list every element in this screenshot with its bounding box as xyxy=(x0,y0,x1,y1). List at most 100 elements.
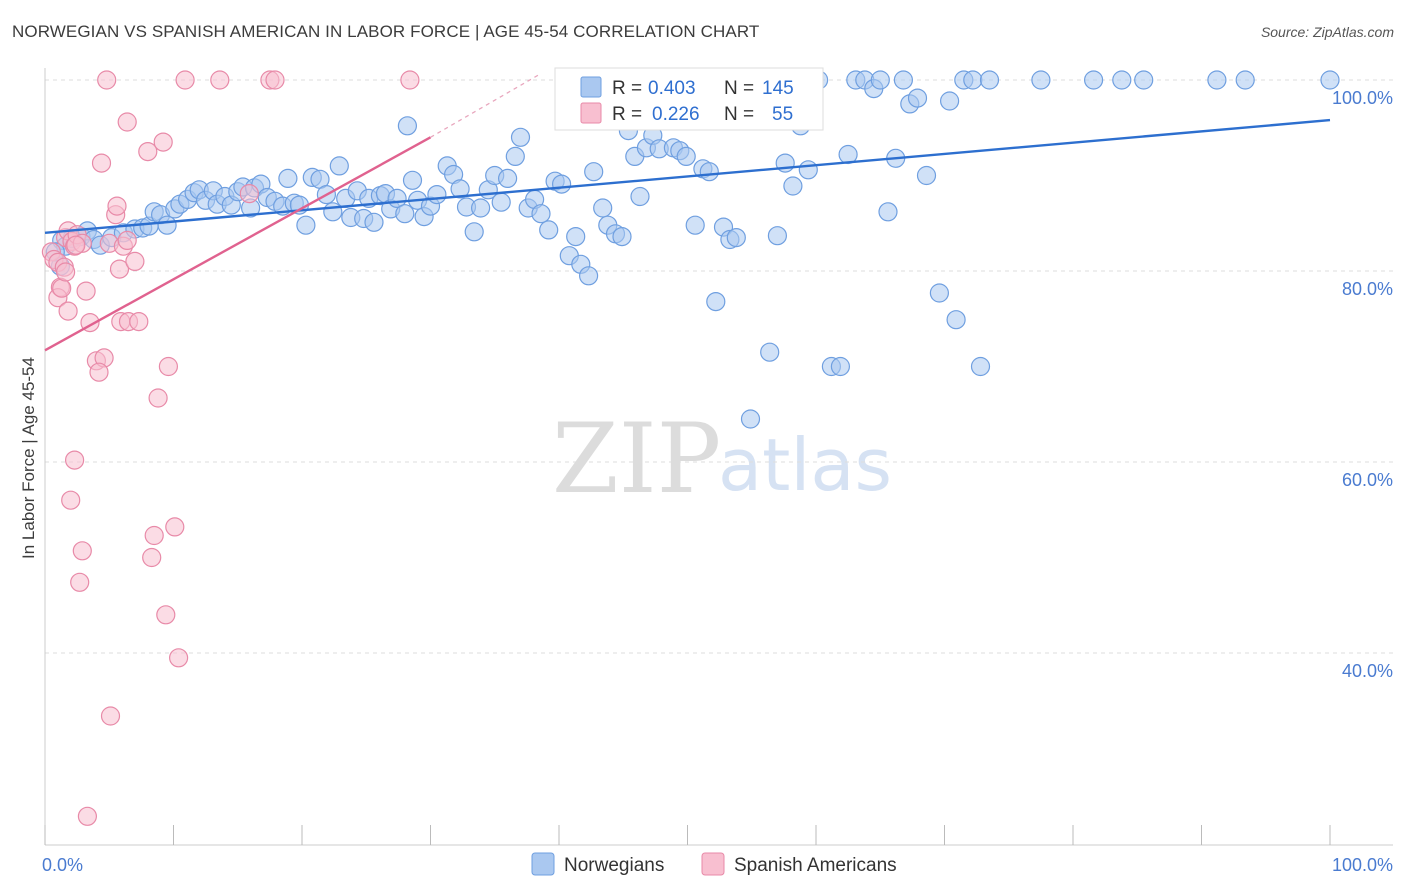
norwegians-point-78 xyxy=(551,174,572,194)
gridlines xyxy=(45,79,1393,654)
norwegians-point-65 xyxy=(464,222,484,242)
spanish-americans-point-37 xyxy=(169,648,189,668)
norwegians-point-98 xyxy=(685,215,705,235)
norwegians-point-59 xyxy=(427,185,447,205)
stats-legend: R = 0.403 N = 145 R = 0.226 N = 55 xyxy=(554,67,824,131)
norwegians-point-69 xyxy=(491,192,511,212)
norwegians-point-84 xyxy=(593,198,613,218)
norwegians-point-130 xyxy=(946,310,966,330)
norwegians-point-90 xyxy=(630,186,650,207)
spanish-americans-point-44 xyxy=(117,112,137,132)
norwegians-point-139 xyxy=(1207,70,1227,90)
norwegians-point-128 xyxy=(929,283,950,303)
legend-r-label-2: R = xyxy=(612,104,642,125)
norwegians-point-83 xyxy=(584,162,604,182)
axes xyxy=(44,68,1393,846)
norwegians-point-136 xyxy=(1083,70,1104,90)
norwegians-trendline xyxy=(44,118,1331,234)
spanish-americans-point-6 xyxy=(52,278,72,298)
legend-r-label-1: R = xyxy=(612,78,642,99)
norwegians-point-108 xyxy=(760,342,780,362)
norwegians-point-76 xyxy=(539,220,559,240)
norwegians-point-72 xyxy=(510,127,531,147)
legend-n-value-spanish-americans: 55 xyxy=(772,104,793,125)
legend-swatch-spanish-americans xyxy=(580,102,602,124)
spanish-americans-point-21 xyxy=(107,196,127,216)
spanish-americans-point-40 xyxy=(72,541,92,561)
norwegians-point-134 xyxy=(979,70,1000,90)
norwegians-points xyxy=(45,70,1340,429)
norwegians-point-100 xyxy=(699,162,719,182)
series-legend: Norwegians Spanish Americans xyxy=(531,852,897,876)
norwegians-point-49 xyxy=(364,212,384,232)
spanish-americans-point-51 xyxy=(100,706,121,726)
norwegians-point-109 xyxy=(767,226,788,246)
watermark: ZIP atlas xyxy=(552,403,892,515)
x-tick-labels: 0.0% 100.0% xyxy=(42,855,1393,875)
spanish-americans-point-52 xyxy=(77,806,98,826)
spanish-americans-point-42 xyxy=(91,153,112,173)
spanish-americans-point-53 xyxy=(55,262,76,282)
y-tick-label-2: 60.0% xyxy=(1342,470,1393,490)
spanish-americans-point-18 xyxy=(89,362,109,382)
chart-source: Source: ZipAtlas.com xyxy=(1260,24,1394,40)
norwegians-point-16 xyxy=(157,215,177,235)
trendlines xyxy=(44,73,1331,352)
watermark-zip: ZIP xyxy=(552,403,721,515)
spanish-americans-point-28 xyxy=(129,312,149,332)
spanish-americans-points xyxy=(41,70,420,826)
spanish-americans-point-33 xyxy=(165,517,185,537)
norwegians-point-132 xyxy=(963,70,983,90)
legend-r-value-spanish-americans: 0.226 xyxy=(652,104,700,125)
norwegians-point-124 xyxy=(893,70,914,90)
norwegians-point-87 xyxy=(612,227,632,247)
spanish-americans-point-46 xyxy=(210,70,230,90)
legend-n-value-norwegians: 145 xyxy=(762,78,794,99)
norwegians-point-121 xyxy=(870,70,890,90)
x-ticks xyxy=(44,825,1331,845)
spanish-americans-point-41 xyxy=(70,572,90,592)
norwegians-point-101 xyxy=(706,292,726,312)
watermark-atlas: atlas xyxy=(718,423,892,507)
spanish-americans-point-34 xyxy=(144,525,164,546)
norwegians-point-60 xyxy=(397,116,417,136)
norwegians-point-35 xyxy=(278,168,298,188)
series-legend-label-norwegians: Norwegians xyxy=(564,855,664,876)
spanish-americans-point-43 xyxy=(97,70,117,90)
spanish-americans-point-15 xyxy=(58,301,78,321)
spanish-americans-point-48 xyxy=(265,70,285,90)
spanish-americans-point-22 xyxy=(109,259,130,279)
norwegians-point-71 xyxy=(505,146,525,166)
legend-r-value-norwegians: 0.403 xyxy=(648,78,696,99)
norwegians-point-133 xyxy=(970,356,991,377)
norwegians-point-137 xyxy=(1112,70,1132,90)
norwegians-point-63 xyxy=(450,179,470,199)
y-tick-label-3: 40.0% xyxy=(1342,661,1393,681)
chart-title: NORWEGIAN VS SPANISH AMERICAN IN LABOR F… xyxy=(12,22,760,41)
spanish-americans-point-24 xyxy=(117,230,137,250)
spanish-americans-point-36 xyxy=(156,605,176,625)
norwegians-point-106 xyxy=(740,409,761,429)
spanish-americans-point-31 xyxy=(148,388,168,408)
norwegians-point-82 xyxy=(578,266,599,286)
y-tick-labels: 100.0% 80.0% 60.0% 40.0% xyxy=(1332,88,1393,681)
spanish-americans-point-27 xyxy=(125,251,145,271)
legend-swatch-norwegians xyxy=(580,76,602,98)
spanish-americans-point-13 xyxy=(76,281,96,301)
norwegians-point-66 xyxy=(471,198,491,218)
spanish-americans-point-49 xyxy=(400,70,420,90)
norwegians-point-140 xyxy=(1235,70,1255,90)
norwegians-point-135 xyxy=(1031,70,1051,90)
series-legend-swatch-spanish-americans xyxy=(701,852,725,876)
norwegians-point-80 xyxy=(566,227,586,247)
x-tick-label-1: 100.0% xyxy=(1332,855,1393,875)
norwegians-point-75 xyxy=(531,204,551,224)
norwegians-point-129 xyxy=(939,91,960,111)
norwegians-point-126 xyxy=(907,88,928,108)
spanish-americans-point-50 xyxy=(239,184,259,204)
norwegians-point-42 xyxy=(323,202,343,222)
spanish-americans-point-35 xyxy=(142,547,162,568)
spanish-americans-trendline-extension xyxy=(430,73,541,138)
spanish-americans-point-45 xyxy=(175,70,195,90)
